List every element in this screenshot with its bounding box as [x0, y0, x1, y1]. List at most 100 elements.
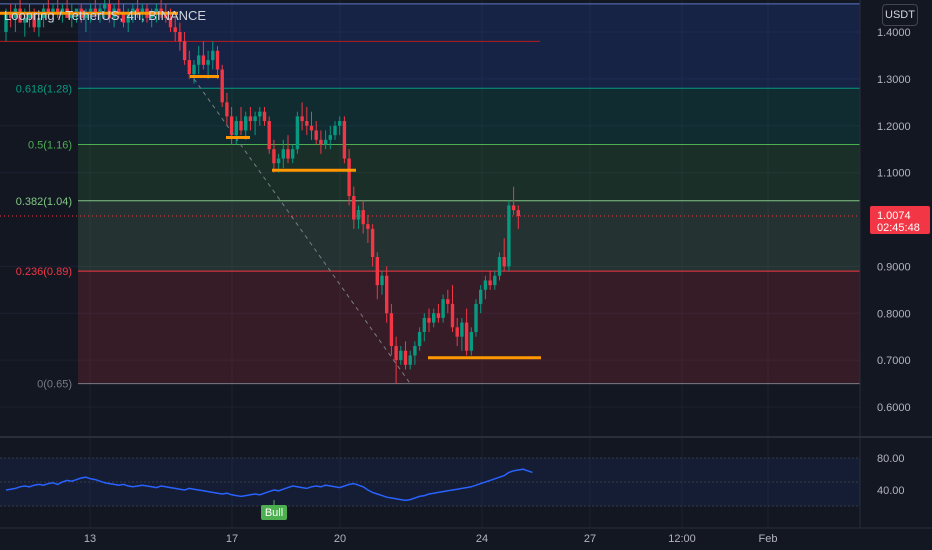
price-tick: 1.2000 — [877, 121, 911, 133]
candle-body — [126, 13, 130, 23]
candle-body — [464, 322, 469, 351]
time-tick: 12:00 — [668, 533, 696, 545]
candle-body — [361, 210, 365, 225]
fibonacci-labels: 0.618(1.28) 0.5(1.16) 0.382(1.04) 0.236(0.8… — [16, 83, 72, 390]
price-tick: 0.6000 — [877, 402, 911, 414]
candle-body — [511, 205, 516, 211]
candle-body — [497, 257, 502, 276]
candle-body — [483, 280, 488, 290]
candle-body — [229, 116, 234, 136]
candle-body — [385, 275, 389, 314]
candle-body — [253, 116, 257, 122]
candle-body — [417, 332, 422, 347]
candle-body — [9, 13, 13, 18]
fib-label: 0.5(1.16) — [28, 140, 72, 152]
candle-body — [281, 149, 285, 159]
candle-body — [474, 303, 478, 332]
candle-body — [375, 257, 379, 286]
candle-body — [394, 346, 398, 361]
candle-body — [187, 60, 191, 75]
candle-body — [234, 121, 238, 136]
orange-segments[interactable] — [0, 11, 541, 360]
candle-body — [450, 303, 455, 328]
candle-body — [403, 350, 408, 365]
candle-body — [215, 50, 220, 70]
candle-body — [173, 27, 177, 32]
candle-body — [107, 3, 112, 18]
candle-body — [502, 257, 506, 267]
candle-body — [140, 8, 144, 14]
price-tick: 0.8000 — [877, 308, 911, 320]
candle-body — [314, 130, 318, 140]
time-axis-bg — [0, 528, 932, 550]
time-tick: 27 — [584, 533, 596, 545]
horizontal-levels[interactable] — [0, 40, 860, 217]
candle-body — [413, 346, 417, 356]
candle-body — [201, 55, 206, 65]
candle-body — [211, 50, 215, 61]
candle-body — [305, 121, 309, 126]
candle-body — [150, 13, 154, 18]
price-tick: 1.4000 — [877, 27, 911, 39]
current-price-tag — [870, 206, 930, 235]
candle-body — [60, 8, 65, 14]
countdown-label: 02:45:48 — [877, 222, 920, 234]
time-axis[interactable]: 13 17 20 24 27 12:00 Feb — [0, 527, 932, 550]
candle-body — [323, 139, 328, 145]
candle-body — [380, 275, 384, 286]
candle-body — [121, 13, 126, 23]
trendline — [193, 78, 411, 384]
candle-body — [262, 111, 267, 122]
candle-body — [272, 149, 276, 164]
candle-body — [291, 149, 295, 159]
fib-label: 0(0.65) — [37, 379, 72, 391]
time-tick: 17 — [226, 533, 238, 545]
candle-body — [356, 210, 361, 220]
symbol-title[interactable]: Loopring / TetherUS, 4h, BINANCE — [4, 8, 207, 23]
candle-body — [74, 8, 79, 14]
candle-body — [455, 327, 459, 337]
candle-body — [446, 299, 450, 304]
candle-body — [441, 299, 445, 318]
fib-label: 0.382(1.04) — [16, 196, 72, 208]
currency-button[interactable]: USDT — [882, 4, 918, 26]
fib-label: 0.236(0.89) — [16, 266, 72, 278]
candle-body — [98, 8, 102, 14]
candle-body — [460, 322, 464, 337]
candle-body — [178, 32, 182, 42]
candle-body — [300, 116, 304, 122]
candle-body — [422, 317, 426, 332]
time-tick: 13 — [84, 533, 96, 545]
candle-body — [135, 8, 140, 14]
candle-body — [319, 139, 323, 145]
candle-body — [342, 121, 347, 159]
time-tick: 20 — [334, 533, 346, 545]
candle-body — [309, 125, 314, 131]
candle-body — [70, 13, 74, 18]
candle-body — [103, 3, 107, 9]
candle-body — [493, 275, 497, 286]
fib-zone — [78, 271, 860, 384]
candle-body — [159, 8, 163, 14]
candle-body — [295, 116, 300, 150]
candle-body — [267, 121, 271, 150]
candle-body — [286, 149, 290, 159]
price-axis[interactable]: 1.4000 1.3000 1.2000 1.1000 0.9000 0.8000 0.70… — [859, 0, 932, 550]
candle-body — [131, 8, 135, 14]
candle-body — [37, 17, 41, 28]
candle-body — [93, 8, 97, 14]
candle-body — [27, 13, 32, 18]
candle-body — [56, 8, 60, 14]
candle-body — [366, 224, 370, 229]
price-tick: 1.3000 — [877, 74, 911, 86]
fib-label: 0.618(1.28) — [16, 83, 72, 95]
fibonacci-retracement[interactable] — [0, 3, 860, 385]
candle-body — [220, 69, 224, 103]
candlestick-series — [4, 0, 520, 384]
candle-body — [32, 13, 36, 28]
candle-body — [239, 121, 243, 131]
current-price-label: 1.0074 — [877, 210, 911, 222]
candle-body — [436, 313, 441, 318]
